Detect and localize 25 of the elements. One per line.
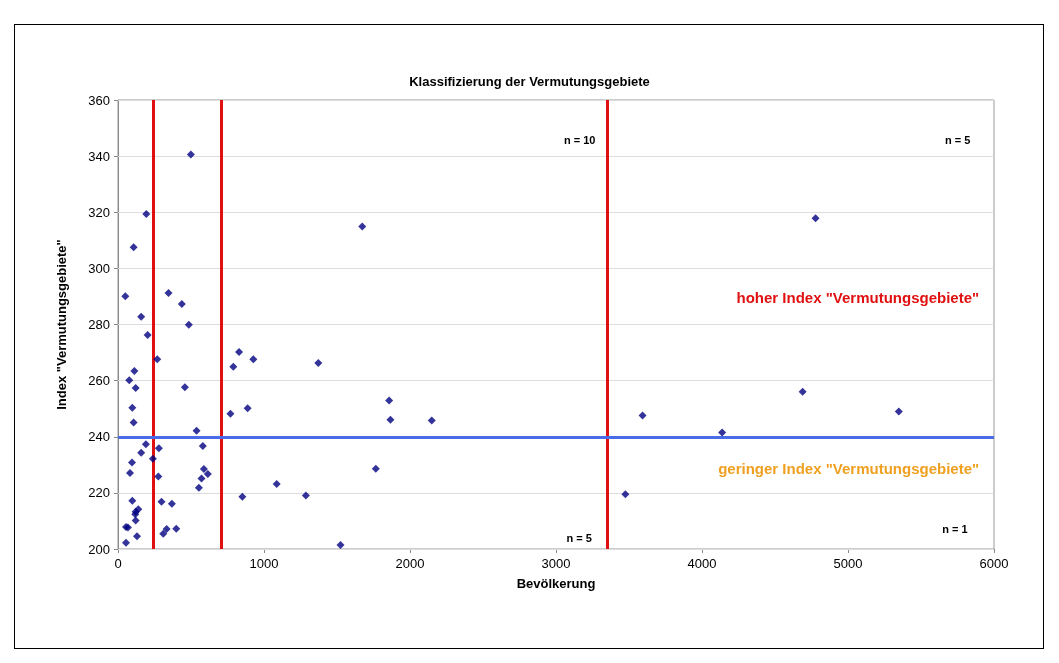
x-tick-label: 6000 <box>979 556 1009 571</box>
x-tick-label: 0 <box>114 556 122 571</box>
annotation: geringer Index "Vermutungsgebiete" <box>718 459 980 477</box>
annotation: n = 5 <box>566 531 592 544</box>
y-tick-label: 220 <box>88 485 110 501</box>
y-tick-label: 280 <box>88 317 110 332</box>
annotation: n = 1 <box>942 522 968 535</box>
chart-title: Klassifizierung der Vermutungsgebiete <box>409 74 650 89</box>
y-tick-label: 340 <box>88 148 110 164</box>
y-tick-label: 260 <box>88 373 110 389</box>
annotation: hoher Index "Vermutungsgebiete" <box>736 289 980 307</box>
x-tick-label: 3000 <box>541 556 571 571</box>
annotation: n = 5 <box>944 134 971 147</box>
x-axis-title: Bevölkerung <box>516 576 596 591</box>
x-tick-label: 5000 <box>833 556 863 571</box>
y-tick-label: 200 <box>88 541 110 557</box>
y-tick-label: 320 <box>88 204 110 220</box>
x-tick-label: 2000 <box>395 556 425 571</box>
x-tick-label: 1000 <box>249 556 279 571</box>
annotation: n = 10 <box>563 134 596 147</box>
y-tick-label: 240 <box>88 429 110 445</box>
y-tick-label: 360 <box>88 92 110 108</box>
x-tick-label: 4000 <box>687 556 717 571</box>
y-axis-title: Index "Vermutungsgebiete" <box>54 239 69 410</box>
y-tick-label: 300 <box>88 260 110 276</box>
